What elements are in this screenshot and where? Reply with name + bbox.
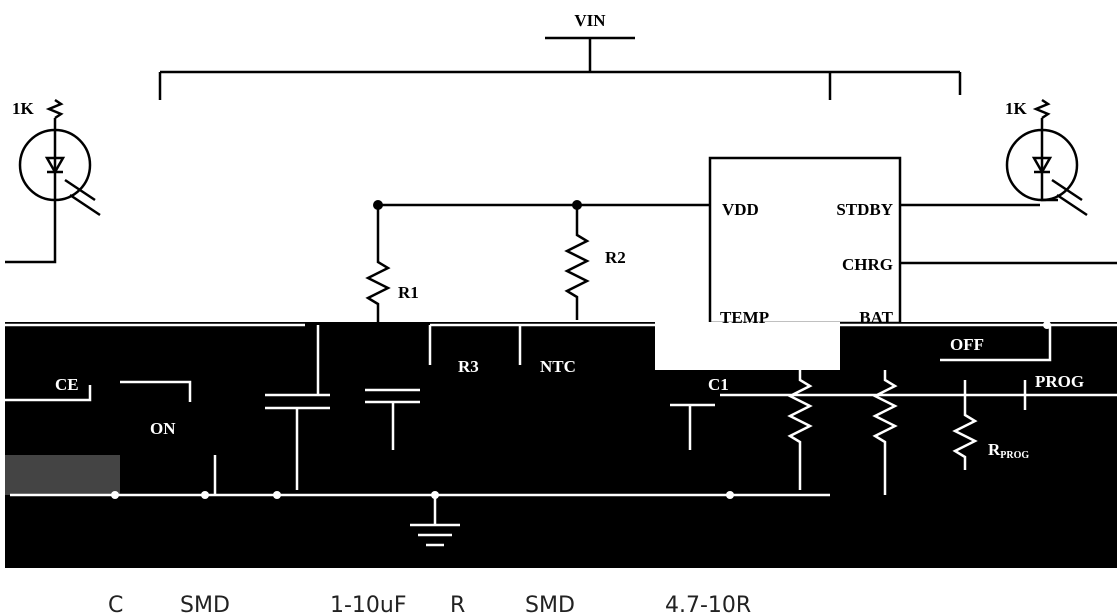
label-off: OFF <box>950 335 984 354</box>
lower-wiring <box>5 321 1117 547</box>
label-rprog-main: R <box>988 440 1001 459</box>
caption-item: R <box>450 593 465 615</box>
caption-item: 1-10uF <box>330 593 407 615</box>
label-c1: C1 <box>708 375 729 394</box>
label-stdby: STDBY <box>836 200 893 219</box>
label-prog: PROG <box>1035 372 1084 391</box>
label-r1: R1 <box>398 283 419 302</box>
label-on: ON <box>150 419 176 438</box>
caption-item: SMD <box>180 593 230 615</box>
label-chrg: CHRG <box>842 255 893 274</box>
schematic-labels: VIN 1K 1K VDD STDBY CHRG R2 R1 TEMP BAT <box>12 11 1028 327</box>
caption-item: 4.7-10R <box>665 593 751 615</box>
label-rprog-sub: PROG <box>1000 450 1029 461</box>
label-ntc: NTC <box>540 357 576 376</box>
label-ce: CE <box>55 375 79 394</box>
lower-panel <box>5 322 1117 568</box>
label-r2: R2 <box>605 248 626 267</box>
label-bat: BAT <box>859 308 893 327</box>
label-vdd: VDD <box>722 200 759 219</box>
upper-wiring <box>5 36 1117 325</box>
label-rprog: RPROG <box>988 440 1029 461</box>
lower-labels: R3 NTC CE ON OFF C1 PROG RPROG <box>55 335 1084 461</box>
caption: C SMD 1-10uF R SMD 4.7-10R <box>108 593 751 615</box>
label-vin: VIN <box>574 11 606 30</box>
label-temp: TEMP <box>720 308 769 327</box>
label-r3: R3 <box>458 357 479 376</box>
caption-item: SMD <box>525 593 575 615</box>
caption-item: C <box>108 593 123 615</box>
label-led-left: 1K <box>12 99 35 118</box>
label-led-right: 1K <box>1005 99 1028 118</box>
